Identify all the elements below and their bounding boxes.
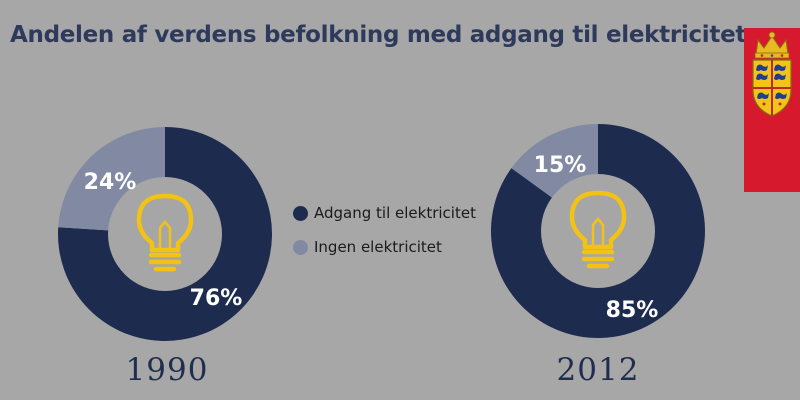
- donut-hole: [541, 174, 655, 288]
- legend-swatch-no-access: [293, 239, 308, 255]
- legend-label-access: Adgang til elektricitet: [314, 204, 476, 222]
- legend-item-no-access: Ingen elektricitet: [293, 236, 476, 258]
- lightbulb-icon: [569, 190, 627, 269]
- chart-title: Andelen af verdens befolkning med adgang…: [10, 22, 747, 48]
- value-label-no-access-2012: 15%: [534, 153, 587, 178]
- danish-coat-of-arms-icon: [752, 31, 792, 117]
- lightbulb-icon: [136, 193, 194, 272]
- legend-swatch-access: [293, 205, 308, 221]
- donut-chart-1990: 76% 24%: [57, 127, 272, 341]
- legend-label-no-access: Ingen elektricitet: [314, 238, 442, 256]
- value-label-no-access-1990: 24%: [84, 170, 137, 195]
- year-label-2012: 2012: [556, 352, 640, 388]
- donut-chart-2012: 85% 15%: [490, 124, 705, 338]
- legend: Adgang til elektricitet Ingen elektricit…: [293, 202, 476, 270]
- donut-hole: [108, 177, 222, 291]
- year-label-1990: 1990: [125, 352, 209, 388]
- value-label-access-2012: 85%: [606, 298, 659, 323]
- emblem-banner: [744, 28, 800, 192]
- legend-item-access: Adgang til elektricitet: [293, 202, 476, 224]
- value-label-access-1990: 76%: [190, 286, 243, 311]
